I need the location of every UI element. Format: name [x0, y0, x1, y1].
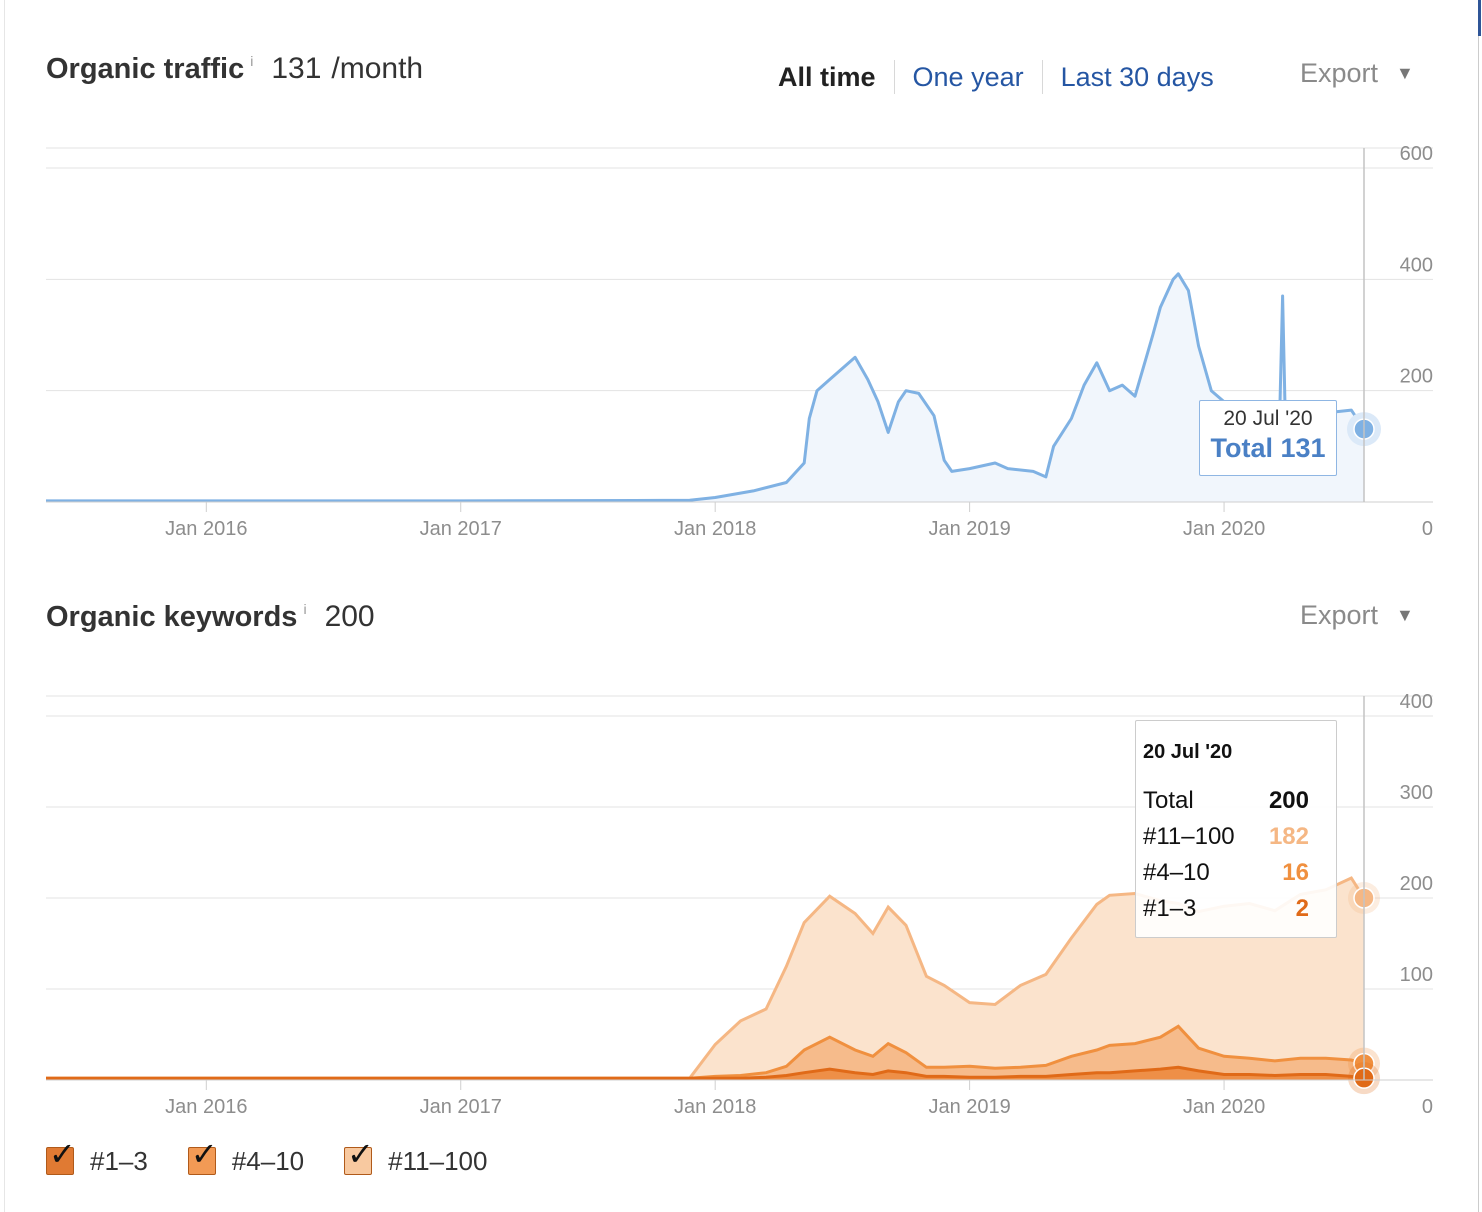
traffic-header: Organic traffic i 131 /month — [46, 52, 423, 92]
tooltip-row-label: #4–10 — [1143, 859, 1210, 886]
x-tick-label: Jan 2018 — [674, 1096, 756, 1118]
tooltip-row-value: 2 — [1295, 895, 1309, 922]
traffic-unit: /month — [331, 52, 424, 85]
x-tick-label: Jan 2019 — [928, 1096, 1010, 1118]
checkmark-icon: ✓ — [347, 1136, 374, 1172]
traffic-value: 131 — [271, 52, 322, 85]
keywords-legend: ✓ #1–3 ✓ #4–10 ✓ #11–100 — [46, 1138, 527, 1178]
x-tick-label: Jan 2020 — [1183, 518, 1265, 540]
traffic-tooltip: 20 Jul '20 Total 131 — [1199, 400, 1337, 476]
x-tick-label: Jan 2019 — [928, 518, 1010, 540]
range-last-30-days[interactable]: Last 30 days — [1060, 61, 1214, 92]
y-tick-label: 600 — [1400, 143, 1433, 165]
legend-item-1-3[interactable]: ✓ #1–3 — [46, 1138, 148, 1177]
keywords-tooltip-date: 20 Jul '20 — [1143, 741, 1233, 763]
x-tick-label: Jan 2017 — [420, 1096, 502, 1118]
series-1-3-line — [46, 1065, 1365, 1080]
y-tick-label: 300 — [1400, 782, 1433, 804]
x-tick-label: Jan 2016 — [165, 1096, 247, 1118]
traffic-info-icon[interactable]: i — [250, 53, 254, 69]
y-tick-label: 400 — [1400, 691, 1433, 713]
traffic-tooltip-total: Total 131 — [1210, 433, 1326, 463]
y-tick-label: 0 — [1422, 1096, 1433, 1118]
tooltip-row-value: 16 — [1282, 859, 1309, 886]
tooltip-row-label: #1–3 — [1143, 895, 1197, 922]
checkmark-icon: ✓ — [49, 1136, 76, 1172]
traffic-chart[interactable]: 0 200 400 600 Jan 2016 Jan 2017 Jan 2018 Jan 20… — [0, 130, 1482, 550]
keywords-tooltip: 20 Jul '20 Total 200 #11–100 182 #4–10 1… — [1135, 720, 1337, 938]
legend-item-11-100[interactable]: ✓ #11–100 — [344, 1138, 488, 1177]
y-tick-label: 100 — [1400, 964, 1433, 986]
keywords-tooltip-row-1-3: #1–3 2 — [1143, 895, 1309, 923]
keywords-export-button[interactable]: Export ▼ — [1300, 600, 1414, 631]
keywords-export-label: Export — [1300, 600, 1379, 630]
legend-label: #4–10 — [231, 1145, 305, 1176]
tooltip-row-value: 182 — [1268, 823, 1309, 850]
x-tick-label: Jan 2017 — [420, 518, 502, 540]
checkmark-icon: ✓ — [190, 1136, 218, 1172]
traffic-tooltip-date: 20 Jul '20 — [1223, 407, 1313, 430]
legend-checkbox[interactable]: ✓ — [187, 1138, 218, 1175]
tooltip-row-label: #11–100 — [1143, 823, 1235, 850]
y-tick-label: 0 — [1422, 518, 1433, 540]
keywords-info-icon[interactable]: i — [303, 601, 307, 617]
range-divider — [1041, 60, 1043, 94]
keywords-header: Organic keywords i 200 — [46, 600, 375, 640]
y-tick-label: 200 — [1400, 366, 1433, 388]
time-range-selector: All time One year Last 30 days — [760, 58, 1232, 96]
y-tick-label: 200 — [1400, 873, 1433, 895]
caret-down-icon: ▼ — [1396, 605, 1414, 625]
legend-item-4-10[interactable]: ✓ #4–10 — [187, 1138, 305, 1177]
range-divider — [893, 60, 895, 94]
left-border — [4, 0, 5, 1212]
tooltip-row-label: Total — [1143, 787, 1194, 814]
traffic-title: Organic traffic — [46, 53, 245, 85]
legend-checkbox[interactable]: ✓ — [344, 1138, 374, 1175]
keywords-tooltip-row-11-100: #11–100 182 — [1143, 823, 1309, 851]
right-border — [1478, 0, 1479, 1212]
series-4-10-line — [46, 1024, 1365, 1080]
caret-down-icon: ▼ — [1396, 63, 1414, 83]
legend-checkbox[interactable]: ✓ — [46, 1138, 76, 1175]
traffic-export-button[interactable]: Export ▼ — [1300, 58, 1414, 89]
keywords-tooltip-row-total: Total 200 — [1143, 787, 1309, 815]
x-tick-label: Jan 2016 — [165, 518, 247, 540]
keywords-tooltip-row-4-10: #4–10 16 — [1143, 859, 1309, 887]
series-11-100-area — [46, 878, 1364, 1079]
keywords-title: Organic keywords — [46, 601, 298, 633]
legend-label: #1–3 — [90, 1145, 148, 1176]
keywords-value: 200 — [324, 600, 375, 633]
x-tick-label: Jan 2018 — [674, 518, 756, 540]
traffic-area — [46, 273, 1364, 502]
y-tick-label: 400 — [1400, 254, 1433, 276]
x-tick-label: Jan 2020 — [1183, 1096, 1265, 1118]
range-one-year[interactable]: One year — [912, 61, 1024, 92]
range-all-time[interactable]: All time — [778, 61, 876, 92]
legend-label: #11–100 — [388, 1145, 488, 1176]
traffic-export-label: Export — [1300, 58, 1379, 88]
scroll-indicator — [1478, 0, 1481, 36]
tooltip-row-value: 200 — [1268, 787, 1309, 814]
